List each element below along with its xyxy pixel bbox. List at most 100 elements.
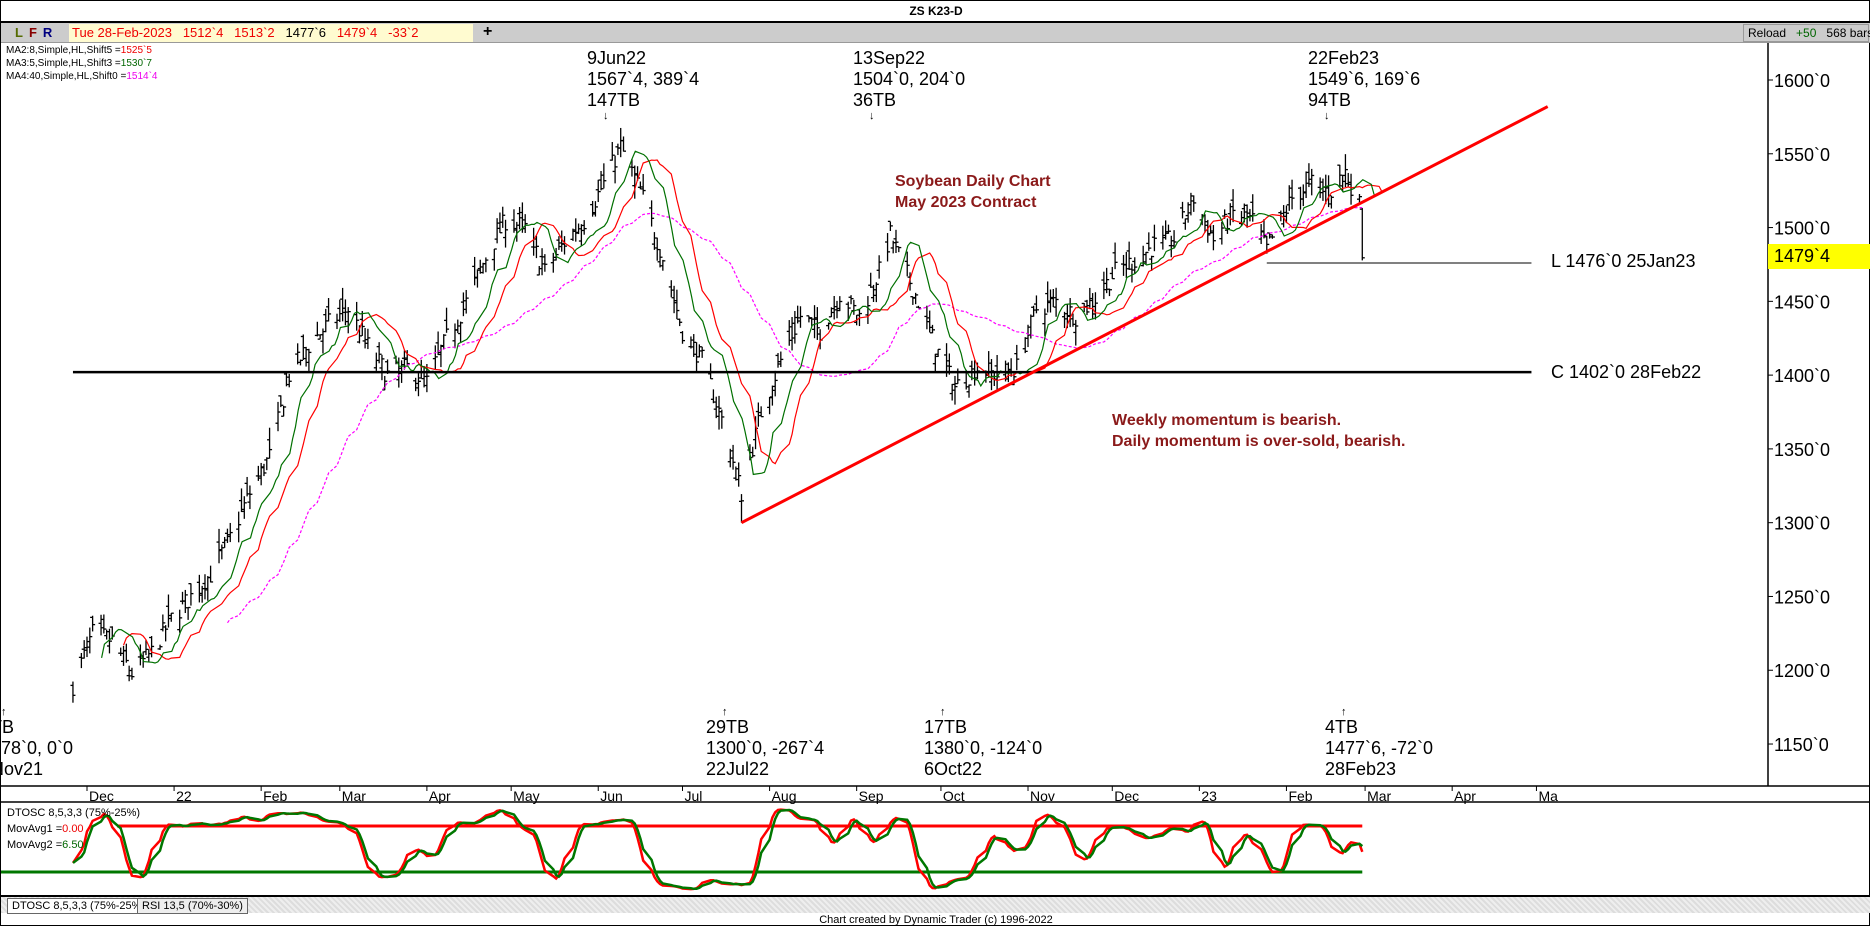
ohlc-bar xyxy=(118,647,124,656)
ohlc-bar xyxy=(876,255,882,279)
ohlc-bar xyxy=(435,331,441,356)
quote-close: 1479`4 xyxy=(336,25,378,40)
y-tick-label: 1450`0 xyxy=(1774,292,1830,312)
x-tick-label: Dec xyxy=(1114,788,1139,804)
ohlc-bar xyxy=(452,323,458,349)
ohlc-bar xyxy=(1104,267,1110,294)
ohlc-bar xyxy=(924,305,930,330)
ohlc-bar xyxy=(1289,179,1295,210)
indicator-tabs: DTOSC 8,5,3,3 (75%-25%) RSI 13,5 (70%-30… xyxy=(1,895,1870,914)
ma3-legend: MA3:5,Simple,HL,Shift3 =1530`7 xyxy=(6,58,152,69)
ohlc-bar xyxy=(264,457,270,471)
ohlc-bar xyxy=(129,667,135,680)
up-arrow-icon: ↑ xyxy=(940,706,946,718)
ohlc-bar xyxy=(716,395,722,430)
ohlc-bar xyxy=(578,224,584,247)
ohlc-bar xyxy=(101,614,107,634)
ohlc-bar xyxy=(241,496,247,519)
ohlc-bar xyxy=(812,305,818,339)
tab-rsi[interactable]: RSI 13,5 (70%-30%) xyxy=(137,898,248,914)
ohlc-bar xyxy=(988,359,994,391)
ohlc-bar xyxy=(421,365,427,388)
ohlc-bar xyxy=(932,353,938,372)
ohlc-bar xyxy=(441,334,447,350)
pivot-date: Nov21 xyxy=(0,759,44,779)
up-arrow-icon: ↑ xyxy=(1341,706,1347,718)
ohlc-bar xyxy=(1297,186,1303,210)
quote-open: 1512`4 xyxy=(182,25,224,40)
ohlc-bar xyxy=(1087,287,1093,308)
up-arrow-icon: ↑ xyxy=(1,706,7,718)
note-line-2: May 2023 Contract xyxy=(895,194,1037,211)
l-button[interactable]: L xyxy=(15,25,29,40)
pivot-tb: 36TB xyxy=(853,90,897,110)
ohlc-bar xyxy=(1047,289,1053,313)
ohlc-bar xyxy=(382,375,388,391)
ohlc-bar xyxy=(727,448,733,468)
momentum-weekly: Weekly momentum is bearish. xyxy=(1112,412,1342,429)
ohlc-bar xyxy=(267,427,273,459)
ohlc-bar xyxy=(660,259,666,271)
ohlc-bar xyxy=(373,352,379,371)
ohlc-bar xyxy=(775,353,781,368)
ohlc-bar xyxy=(795,305,801,324)
tab-dtosc[interactable]: DTOSC 8,5,3,3 (75%-25%) xyxy=(7,898,151,914)
ma4-legend: MA4:40,Simple,HL,Shift0 =1514`4 xyxy=(6,71,157,82)
y-tick-label: 1150`0 xyxy=(1774,735,1829,755)
ohlc-bar xyxy=(677,318,683,327)
ohlc-bar xyxy=(522,214,528,233)
ohlc-bar xyxy=(573,218,579,242)
ohlc-bar xyxy=(1247,208,1253,222)
ohlc-bar xyxy=(1306,163,1312,188)
ohlc-bar xyxy=(831,295,837,320)
ohlc-bar xyxy=(719,409,725,429)
pivot-date: 22Feb23 xyxy=(1308,48,1380,68)
ohlc-bar xyxy=(106,628,112,654)
ohlc-bar xyxy=(340,287,346,322)
ohlc-bar xyxy=(345,307,351,334)
ohlc-bar xyxy=(379,354,385,381)
ohlc-bar xyxy=(542,254,548,272)
x-tick-label: Mar xyxy=(342,788,366,804)
ohlc-bar xyxy=(1090,293,1096,320)
ohlc-bar xyxy=(713,396,719,419)
ohlc-bar xyxy=(205,576,211,601)
ohlc-bar xyxy=(755,402,761,427)
y-tick-label: 1400`0 xyxy=(1774,366,1830,386)
f-button[interactable]: F xyxy=(28,25,43,40)
ohlc-bar xyxy=(789,317,795,351)
ohlc-bar xyxy=(1267,232,1273,239)
ohlc-bar xyxy=(1129,263,1135,283)
low-level-label: L 1476`0 25Jan23 xyxy=(1551,251,1696,271)
ohlc-bar xyxy=(320,328,326,354)
ohlc-bar xyxy=(244,476,250,497)
ohlc-bar xyxy=(935,348,941,358)
ohlc-bar xyxy=(1238,211,1244,227)
r-button[interactable]: R xyxy=(42,25,59,40)
ohlc-bar xyxy=(227,522,233,543)
ohlc-bar xyxy=(295,343,301,365)
reload-button[interactable]: Reload xyxy=(1748,26,1787,40)
pivot-annotation-nov21: ↑TB178`0, 0`0Nov21 xyxy=(0,707,73,780)
ohlc-bar xyxy=(1219,221,1225,245)
x-tick-label: May xyxy=(513,788,539,804)
ohlc-bar xyxy=(1309,168,1315,196)
oscillator-title: DTOSC 8,5,3,3 (75%-25%) xyxy=(7,807,141,819)
ohlc-bar xyxy=(680,331,686,344)
ma2-label: MA2:8,Simple,HL,Shift5 = xyxy=(6,45,121,56)
ohlc-bar xyxy=(337,299,343,323)
ohlc-bar xyxy=(536,266,542,276)
ohlc-bar xyxy=(1022,337,1028,354)
momentum-daily: Daily momentum is over-sold, bearish. xyxy=(1112,433,1406,450)
ohlc-bar xyxy=(915,305,921,309)
crosshair-icon[interactable]: + xyxy=(483,23,493,40)
ohlc-bar xyxy=(1171,230,1177,249)
quote-low: 1477`6 xyxy=(285,25,326,40)
ohlc-bar xyxy=(539,248,545,276)
ohlc-bar xyxy=(738,494,744,523)
y-tick-label: 1550`0 xyxy=(1774,145,1830,165)
x-tick-label: Jun xyxy=(600,788,623,804)
ohlc-bar xyxy=(730,444,736,470)
ohlc-bar xyxy=(202,574,208,600)
